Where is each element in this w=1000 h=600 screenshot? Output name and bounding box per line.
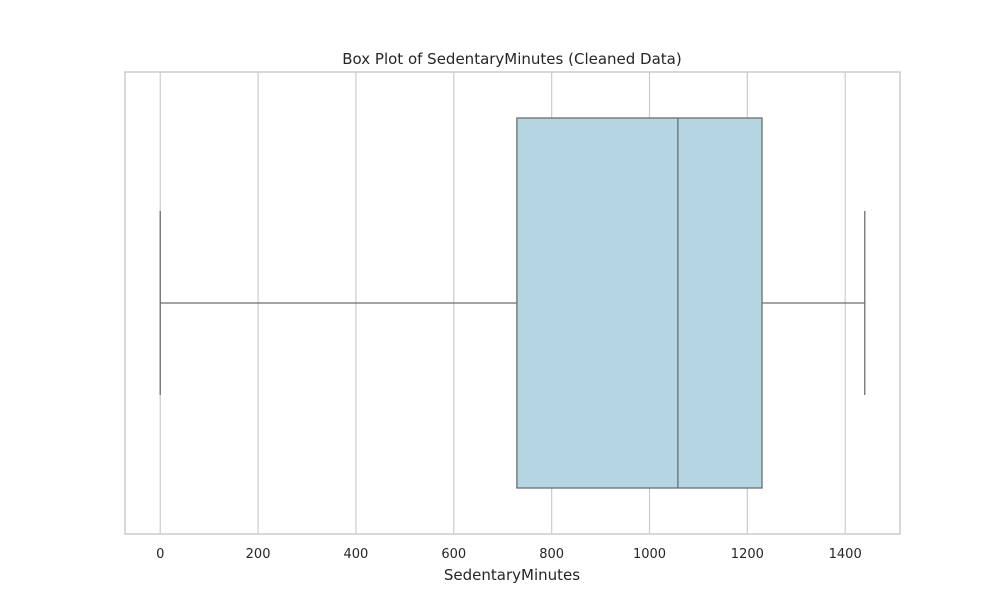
- x-axis-label: SedentaryMinutes: [444, 566, 580, 584]
- x-tick-label: 1400: [829, 547, 862, 562]
- x-tick-label: 1200: [731, 547, 764, 562]
- x-tick-label: 800: [539, 547, 564, 562]
- plot-area: [159, 117, 866, 489]
- x-tick-label: 400: [344, 547, 369, 562]
- x-tick-label: 0: [156, 547, 164, 562]
- x-tick-label: 1000: [633, 547, 666, 562]
- plot-frame: [124, 71, 901, 535]
- x-tick-label: 200: [246, 547, 271, 562]
- x-tick-label: 600: [441, 547, 466, 562]
- x-axis-ticks: 0 200 400 600 800 1000 1200 1400: [156, 547, 862, 562]
- chart-title: Box Plot of SedentaryMinutes (Cleaned Da…: [342, 50, 681, 68]
- iqr-box: [516, 117, 763, 489]
